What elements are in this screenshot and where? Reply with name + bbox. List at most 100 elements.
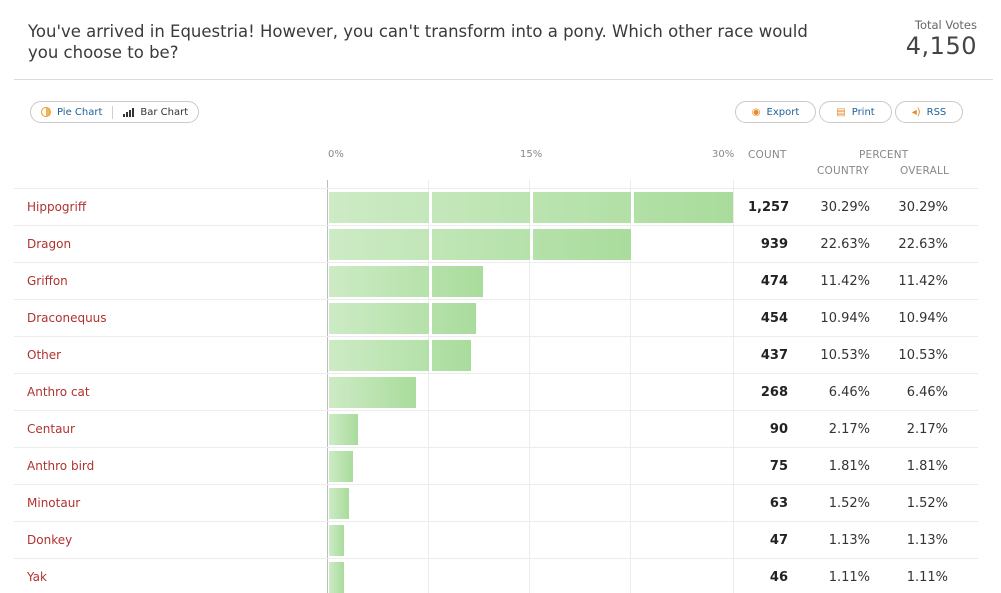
gridline — [630, 180, 631, 593]
overall-percent: 10.53% — [898, 348, 948, 363]
total-votes-value: 4,150 — [905, 32, 977, 60]
result-bar — [329, 377, 416, 408]
export-label: Export — [766, 106, 800, 118]
rss-button[interactable]: ◂) RSS — [895, 101, 963, 123]
country-percent: 1.52% — [828, 496, 870, 511]
overall-percent: 10.94% — [898, 311, 948, 326]
bar-chart-icon — [123, 107, 135, 117]
country-percent: 30.29% — [820, 200, 870, 215]
table-row: Griffon 474 11.42% 11.42% — [14, 262, 978, 299]
table-row: Anthro cat 268 6.46% 6.46% — [14, 373, 978, 410]
printer-icon: ▤ — [836, 106, 846, 118]
bar-chart-label: Bar Chart — [140, 106, 189, 118]
country-percent: 1.11% — [828, 570, 870, 585]
vote-count: 75 — [769, 459, 788, 474]
axis-tick-label: 0% — [328, 149, 344, 160]
option-label[interactable]: Minotaur — [27, 496, 81, 510]
gridline — [428, 180, 429, 593]
result-bar — [329, 525, 345, 556]
option-label[interactable]: Other — [27, 348, 62, 362]
country-percent: 6.46% — [828, 385, 870, 400]
table-row: Donkey 47 1.13% 1.13% — [14, 521, 978, 558]
option-label[interactable]: Anthro cat — [27, 385, 90, 399]
overall-percent: 30.29% — [898, 200, 948, 215]
rss-label: RSS — [926, 106, 947, 118]
result-bar — [329, 414, 359, 445]
header-divider — [14, 79, 993, 80]
bar-segment-divider — [631, 192, 634, 223]
table-row: Other 437 10.53% 10.53% — [14, 336, 978, 373]
option-label[interactable]: Draconequus — [27, 311, 107, 325]
vote-count: 939 — [760, 237, 788, 252]
table-row: Anthro bird 75 1.81% 1.81% — [14, 447, 978, 484]
bar-segment-divider — [530, 229, 533, 260]
bar-segment-divider — [429, 303, 432, 334]
result-bar — [329, 229, 634, 260]
gridline — [733, 180, 734, 593]
chart-type-toggle: Pie Chart Bar Chart — [30, 101, 200, 123]
pie-chart-label: Pie Chart — [57, 106, 103, 118]
vote-count: 46 — [769, 570, 788, 585]
vote-count: 474 — [760, 274, 788, 289]
overall-percent: 6.46% — [906, 385, 948, 400]
axis-tick-label: 30% — [712, 149, 735, 160]
option-label[interactable]: Donkey — [27, 533, 73, 547]
pie-chart-icon — [41, 107, 51, 117]
country-percent: 10.94% — [820, 311, 870, 326]
table-row: Centaur 90 2.17% 2.17% — [14, 410, 978, 447]
country-percent: 11.42% — [820, 274, 870, 289]
option-label[interactable]: Hippogriff — [27, 200, 87, 214]
export-icon: ◉ — [751, 106, 761, 118]
option-label[interactable]: Yak — [27, 570, 47, 584]
overall-percent: 1.52% — [906, 496, 948, 511]
total-votes-label: Total Votes — [914, 18, 977, 32]
bar-chart-button[interactable]: Bar Chart — [113, 102, 198, 122]
option-label[interactable]: Centaur — [27, 422, 75, 436]
bar-segment-divider — [429, 229, 432, 260]
vote-count: 268 — [760, 385, 788, 400]
result-bar — [329, 303, 477, 334]
option-label[interactable]: Griffon — [27, 274, 68, 288]
rss-icon: ◂) — [911, 106, 921, 118]
country-percent: 2.17% — [828, 422, 870, 437]
bar-segment-divider — [429, 340, 432, 371]
overall-percent: 1.11% — [906, 570, 948, 585]
table-row: Hippogriff 1,257 30.29% 30.29% — [14, 188, 978, 225]
percent-column-header: PERCENT — [859, 149, 909, 161]
vote-count: 90 — [769, 422, 788, 437]
overall-percent: 1.81% — [906, 459, 948, 474]
poll-question: You've arrived in Equestria! However, yo… — [28, 22, 808, 62]
option-label[interactable]: Dragon — [27, 237, 72, 251]
export-button[interactable]: ◉ Export — [735, 101, 816, 123]
result-bar — [329, 340, 471, 371]
option-label[interactable]: Anthro bird — [27, 459, 95, 473]
axis-baseline — [327, 180, 328, 593]
table-row: Minotaur 63 1.52% 1.52% — [14, 484, 978, 521]
table-row: Draconequus 454 10.94% 10.94% — [14, 299, 978, 336]
overall-percent: 2.17% — [906, 422, 948, 437]
table-row: Yak 46 1.11% 1.11% — [14, 558, 978, 593]
vote-count: 437 — [760, 348, 788, 363]
overall-percent: 11.42% — [898, 274, 948, 289]
overall-percent: 22.63% — [898, 237, 948, 252]
vote-count: 454 — [760, 311, 788, 326]
bar-segment-divider — [631, 229, 634, 260]
result-bar — [329, 488, 350, 519]
bar-segment-divider — [429, 266, 432, 297]
total-votes-box: Total Votes 4,150 — [906, 18, 977, 60]
country-percent: 10.53% — [820, 348, 870, 363]
result-bar — [329, 451, 354, 482]
table-row: Dragon 939 22.63% 22.63% — [14, 225, 978, 262]
bar-segment-divider — [429, 192, 432, 223]
overall-column-header: OVERALL — [900, 165, 950, 177]
print-button[interactable]: ▤ Print — [819, 101, 892, 123]
result-bar — [329, 266, 483, 297]
print-label: Print — [851, 106, 875, 118]
vote-count: 63 — [769, 496, 788, 511]
country-column-header: COUNTRY — [817, 165, 869, 177]
pie-chart-button[interactable]: Pie Chart — [31, 102, 112, 122]
country-percent: 1.13% — [828, 533, 870, 548]
result-bar — [329, 192, 733, 223]
country-percent: 1.81% — [828, 459, 870, 474]
country-percent: 22.63% — [820, 237, 870, 252]
